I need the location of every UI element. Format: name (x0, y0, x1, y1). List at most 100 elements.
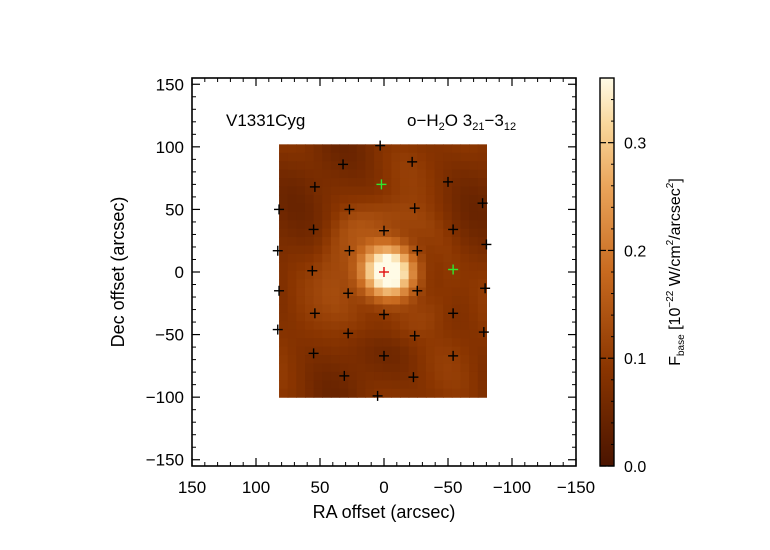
map-pixel (330, 220, 341, 230)
map-pixel (279, 178, 289, 188)
map-pixel (400, 161, 410, 171)
map-pixel (365, 220, 375, 230)
spaxel-marker (307, 265, 318, 276)
map-pixel (374, 388, 384, 398)
map-pixel (451, 338, 462, 348)
map-pixel (365, 152, 375, 162)
map-pixel (417, 161, 427, 171)
x-tick-label: −150 (557, 478, 595, 497)
spaxel-marker (344, 245, 355, 256)
map-pixel (451, 194, 462, 204)
map-pixel (287, 228, 297, 238)
map-pixel (425, 304, 436, 314)
map-pixel (382, 211, 392, 221)
map-pixel (451, 312, 462, 322)
map-pixel (469, 237, 479, 247)
spaxel-marker (477, 198, 488, 209)
map-pixel (382, 279, 392, 289)
map-pixel (425, 346, 436, 356)
map-pixel (469, 388, 479, 398)
map-pixel (365, 296, 375, 306)
map-pixel (425, 194, 436, 204)
map-pixel (443, 237, 453, 247)
map-pixel (477, 237, 487, 247)
map-pixel (374, 312, 384, 322)
map-pixel (330, 304, 341, 314)
map-pixel (417, 321, 427, 331)
map-pixel (356, 287, 367, 297)
map-pixel (296, 388, 306, 398)
map-pixel (365, 346, 375, 356)
map-pixel (304, 371, 315, 381)
map-pixel (365, 312, 375, 322)
map-pixel (469, 178, 479, 188)
map-pixel (339, 338, 349, 348)
map-pixel (365, 371, 375, 381)
map-pixel (460, 178, 470, 188)
map-pixel (391, 152, 401, 162)
map-pixel (279, 144, 289, 154)
map-pixel (356, 203, 367, 213)
map-pixel (374, 329, 384, 339)
map-pixel (339, 237, 349, 247)
map-pixel (313, 321, 323, 331)
y-tick-label: 100 (156, 138, 184, 157)
map-pixel (313, 304, 323, 314)
map-pixel (296, 152, 306, 162)
map-pixel (304, 245, 315, 255)
map-pixel (477, 220, 487, 230)
map-pixel (391, 253, 401, 263)
map-pixel (443, 363, 453, 373)
map-pixel (451, 380, 462, 390)
y-tick-label: 0 (175, 263, 184, 282)
map-pixel (408, 287, 418, 297)
spaxel-marker (339, 370, 350, 381)
map-pixel (408, 228, 418, 238)
map-pixel (374, 169, 384, 179)
spaxel-marker (409, 203, 420, 214)
map-pixel (365, 169, 375, 179)
map-pixel (313, 380, 323, 390)
map-pixel (434, 194, 444, 204)
map-pixel (391, 220, 401, 230)
map-pixel (356, 186, 367, 196)
map-pixel (313, 388, 323, 398)
map-pixel (417, 220, 427, 230)
map-pixel (330, 296, 341, 306)
map-pixel (443, 296, 453, 306)
map-pixel (408, 161, 418, 171)
x-tick-label: 0 (379, 478, 388, 497)
map-pixel (382, 237, 392, 247)
map-pixel (339, 220, 349, 230)
map-pixel (400, 355, 410, 365)
map-pixel (287, 262, 297, 272)
spaxel-marker (272, 324, 283, 335)
map-pixel (374, 262, 384, 272)
map-pixel (330, 194, 341, 204)
map-pixel (365, 279, 375, 289)
map-pixel (322, 220, 332, 230)
map-pixel (417, 203, 427, 213)
map-pixel (304, 329, 315, 339)
map-pixel (408, 304, 418, 314)
line-label-sub3: 12 (504, 121, 516, 133)
map-pixel (400, 203, 410, 213)
map-pixel (443, 262, 453, 272)
map-pixel (330, 203, 341, 213)
x-tick-label: −50 (434, 478, 463, 497)
spaxel-marker (379, 309, 389, 320)
map-pixel (408, 144, 418, 154)
map-pixel (451, 220, 462, 230)
map-pixel (408, 169, 418, 179)
map-pixel (287, 203, 297, 213)
map-pixel (304, 152, 315, 162)
spaxel-marker (274, 285, 285, 296)
map-pixel (417, 287, 427, 297)
map-pixel (443, 253, 453, 263)
map-pixel (279, 194, 289, 204)
map-pixel (374, 237, 384, 247)
map-pixel (279, 245, 289, 255)
map-pixel (469, 144, 479, 154)
map-pixel (469, 270, 479, 280)
map-pixel (304, 270, 315, 280)
